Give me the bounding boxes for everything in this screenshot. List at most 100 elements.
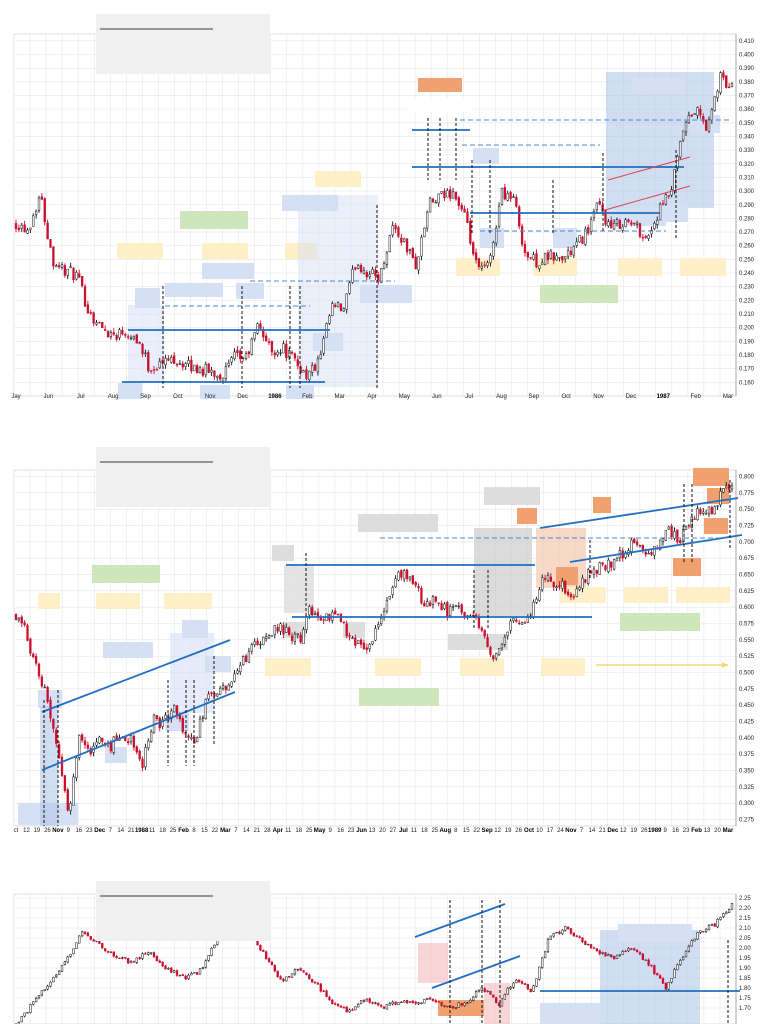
candle-body xyxy=(178,974,182,977)
candle-body xyxy=(224,685,228,691)
candle-body xyxy=(529,257,532,259)
candle-body xyxy=(227,362,230,366)
candle-body xyxy=(57,970,61,975)
candle-body xyxy=(147,740,150,749)
candle-body xyxy=(515,619,518,622)
candle-body xyxy=(270,635,274,637)
candle-body xyxy=(707,506,711,514)
candle-body xyxy=(14,614,18,621)
annotation-box xyxy=(410,98,470,112)
candle-body xyxy=(630,222,633,225)
candle-body xyxy=(80,276,84,287)
candle-body xyxy=(520,225,524,245)
x-tick-label: ct xyxy=(14,828,19,834)
candle-body xyxy=(687,525,691,527)
x-tick-label: 18 xyxy=(159,828,166,834)
candle-body xyxy=(535,253,538,268)
candle-body xyxy=(293,353,297,359)
annotation-box xyxy=(236,283,264,299)
candle-body xyxy=(506,631,509,636)
x-tick-label: 19 xyxy=(505,828,512,834)
candle-body xyxy=(653,222,656,229)
x-tick-label: 13 xyxy=(704,828,711,834)
candle-body xyxy=(716,90,719,98)
x-tick-label: Mar xyxy=(334,394,344,400)
annotation-box xyxy=(624,587,668,603)
candle-body xyxy=(345,293,348,310)
candle-body xyxy=(78,273,81,278)
candle-body xyxy=(213,370,216,377)
trendline xyxy=(431,955,521,989)
candle-body xyxy=(210,948,213,956)
x-tick-label: 26 xyxy=(44,828,51,834)
candle-body xyxy=(725,912,728,915)
x-tick-label: 9 xyxy=(328,828,332,834)
y-tick-label: 0.330 xyxy=(739,148,755,154)
candle-body xyxy=(495,653,498,659)
candle-body xyxy=(106,950,110,953)
candle-body xyxy=(431,596,435,605)
candle-body xyxy=(210,370,213,373)
candle-body xyxy=(492,655,495,660)
candle-body xyxy=(336,614,340,616)
candle-body xyxy=(40,196,44,200)
candle-body xyxy=(374,628,377,641)
y-tick-label: 0.310 xyxy=(739,175,755,181)
candle-body xyxy=(423,603,426,607)
candle-body xyxy=(319,983,322,992)
annotation-box xyxy=(272,545,294,561)
candle-body xyxy=(472,242,475,255)
candle-body xyxy=(693,938,696,942)
candle-body xyxy=(699,508,702,515)
candle-body xyxy=(23,224,26,233)
candle-body xyxy=(196,737,199,743)
candle-body xyxy=(253,332,256,340)
candle-body xyxy=(633,222,636,225)
candle-body xyxy=(319,354,322,359)
x-tick-label: 12 xyxy=(23,828,30,834)
candle-body xyxy=(362,1000,366,1002)
candle-body xyxy=(78,735,81,758)
x-tick-label: 23 xyxy=(348,828,355,834)
candle-body xyxy=(377,1003,380,1006)
candle-body xyxy=(69,954,72,957)
x-tick-label: Sep xyxy=(140,394,151,400)
candle-body xyxy=(190,972,193,976)
annotation-box xyxy=(360,285,412,303)
candle-body xyxy=(489,646,492,655)
candle-body xyxy=(564,256,567,260)
annotation-box xyxy=(40,706,58,826)
candle-body xyxy=(684,526,688,530)
candle-body xyxy=(351,637,354,639)
candle-body xyxy=(170,967,173,973)
candle-body xyxy=(552,581,555,588)
y-tick-label: 0.200 xyxy=(739,326,755,332)
x-tick-label: May xyxy=(314,828,326,834)
x-tick-label: 11 xyxy=(285,828,292,834)
candle-body xyxy=(624,219,627,227)
trendline xyxy=(414,903,506,938)
x-tick-label: Nov xyxy=(565,828,577,834)
candle-body xyxy=(141,953,144,959)
candle-body xyxy=(647,959,650,966)
candle-body xyxy=(382,263,386,269)
y-tick-label: 0.350 xyxy=(739,768,755,774)
candle-body xyxy=(359,265,363,273)
candle-body xyxy=(538,966,541,980)
candle-body xyxy=(221,685,225,689)
candle-body xyxy=(543,252,547,265)
candle-body xyxy=(543,951,547,959)
candle-body xyxy=(357,1003,360,1008)
candle-body xyxy=(72,776,75,806)
candle-body xyxy=(489,255,492,264)
candle-body xyxy=(311,979,314,983)
x-tick-label: 21 xyxy=(128,828,135,834)
candle-body xyxy=(538,265,541,269)
candle-body xyxy=(290,973,294,978)
candle-body xyxy=(555,586,558,589)
candle-body xyxy=(515,197,518,207)
candle-body xyxy=(83,286,87,307)
x-tick-label: 23 xyxy=(86,828,93,834)
x-tick-label: 13 xyxy=(369,828,376,834)
candle-body xyxy=(121,957,124,959)
